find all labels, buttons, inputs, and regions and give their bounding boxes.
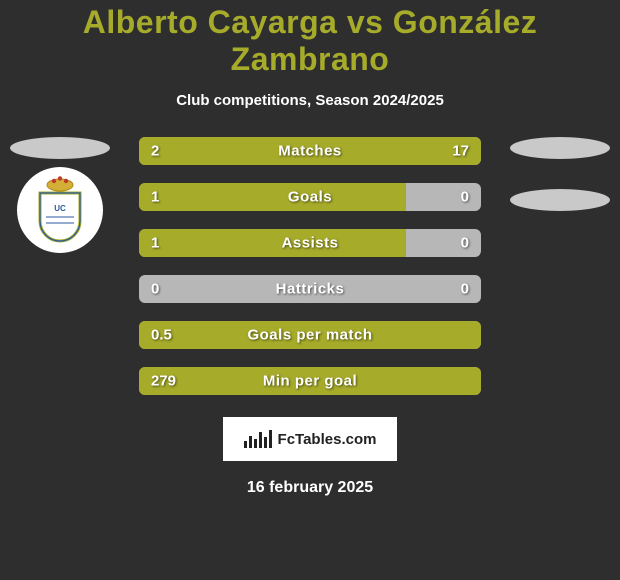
left-column: UC	[10, 137, 110, 253]
stat-label: Matches	[278, 143, 342, 160]
club-badge-left: UC	[17, 167, 103, 253]
stat-label: Hattricks	[276, 281, 345, 298]
player-oval-left	[10, 137, 110, 159]
stat-value-left: 1	[151, 189, 159, 206]
stat-value-left: 0.5	[151, 327, 172, 344]
stat-fill-left	[139, 229, 406, 257]
stat-label: Goals per match	[247, 327, 372, 344]
stat-bars: 2 17 Matches 1 0 Goals 1 0 Assists 0 0 Hattricks 0.5…	[139, 137, 481, 395]
stat-fill-left	[139, 183, 406, 211]
stat-row: 1 0 Goals	[139, 183, 481, 211]
right-column	[510, 137, 610, 211]
stat-row: 2 17 Matches	[139, 137, 481, 165]
stat-label: Min per goal	[263, 373, 357, 390]
stat-row: 279 Min per goal	[139, 367, 481, 395]
stat-value-left: 2	[151, 143, 159, 160]
subtitle: Club competitions, Season 2024/2025	[0, 92, 620, 109]
date-text: 16 february 2025	[0, 479, 620, 497]
stat-value-left: 279	[151, 373, 176, 390]
svg-text:UC: UC	[54, 204, 66, 213]
stat-value-right: 17	[452, 143, 469, 160]
player-oval-right-2	[510, 189, 610, 211]
club-crest-icon: UC	[32, 175, 88, 245]
stat-row: 1 0 Assists	[139, 229, 481, 257]
stat-value-right: 0	[461, 235, 469, 252]
stat-row: 0.5 Goals per match	[139, 321, 481, 349]
player-oval-right-1	[510, 137, 610, 159]
stat-value-left: 1	[151, 235, 159, 252]
stat-row: 0 0 Hattricks	[139, 275, 481, 303]
brand-box[interactable]: FcTables.com	[223, 417, 397, 461]
chart-icon	[244, 430, 272, 448]
page-title: Alberto Cayarga vs González Zambrano	[0, 4, 620, 78]
stat-label: Goals	[288, 189, 332, 206]
stat-label: Assists	[282, 235, 339, 252]
content: UC 2 17 Matches 1 0 Goals 1 0 Assists 0 0 Hattricks…	[0, 137, 620, 497]
brand-text: FcTables.com	[278, 431, 377, 448]
stat-value-right: 0	[461, 281, 469, 298]
comparison-card: Alberto Cayarga vs González Zambrano Clu…	[0, 0, 620, 580]
stat-value-right: 0	[461, 189, 469, 206]
stat-value-left: 0	[151, 281, 159, 298]
